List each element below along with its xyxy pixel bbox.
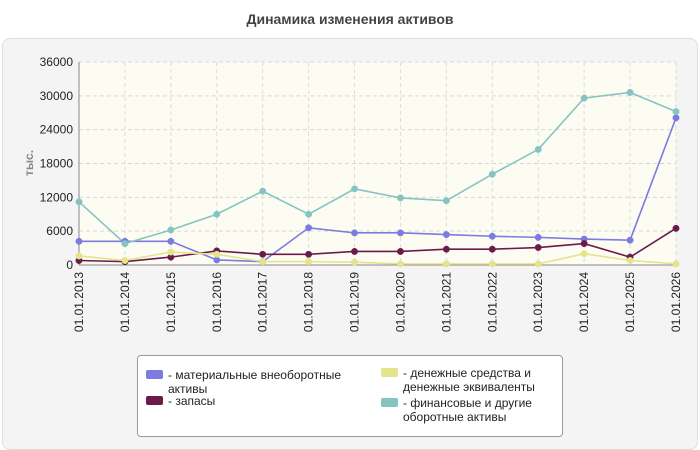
legend-swatch: [146, 370, 163, 379]
x-tick-label: 01.01.2022: [485, 272, 499, 332]
y-tick-label: 12000: [40, 190, 74, 204]
data-point: [121, 240, 129, 248]
data-point: [626, 236, 634, 244]
chart-title: Динамика изменения активов: [246, 11, 454, 27]
data-point: [167, 237, 175, 245]
data-point: [580, 240, 588, 248]
data-point: [259, 187, 267, 195]
data-point: [442, 260, 450, 268]
data-point: [534, 145, 542, 153]
data-point: [213, 210, 221, 218]
series-line: [78, 251, 677, 265]
legend-label: - финансовые и другие оборотные активы: [403, 396, 532, 424]
x-tick-label: 01.01.2013: [72, 272, 86, 332]
data-point: [580, 94, 588, 102]
data-point: [397, 260, 404, 268]
x-tick-label: 01.01.2021: [439, 272, 453, 332]
data-point: [442, 231, 450, 239]
series-line: [78, 91, 677, 245]
data-point: [167, 248, 175, 256]
data-point: [213, 250, 221, 258]
data-point: [672, 108, 680, 116]
y-axis-label: тыс.: [22, 150, 36, 176]
legend-label: - денежные средства и денежные эквивален…: [403, 366, 535, 394]
data-point: [305, 258, 313, 266]
data-point: [351, 258, 358, 266]
y-tick-label: 6000: [46, 224, 73, 238]
data-point: [397, 229, 404, 237]
data-point: [626, 257, 634, 264]
series-line: [78, 227, 677, 263]
data-point: [351, 248, 358, 255]
x-tick-label: 01.01.2018: [302, 272, 316, 332]
data-point: [534, 260, 542, 268]
x-tick-label: 01.01.2015: [164, 272, 178, 332]
y-tick-label: 30000: [40, 89, 74, 103]
x-tick-label: 01.01.2017: [256, 272, 270, 332]
chart-legend: - материальные внеоборотные активы - зап…: [137, 355, 563, 437]
x-tick-label: 01.01.2014: [118, 272, 132, 332]
data-point: [488, 260, 496, 268]
data-point: [397, 248, 404, 255]
data-point: [75, 252, 83, 260]
y-tick-label: 0: [66, 258, 73, 272]
legend-label: - материальные внеоборотные активы: [168, 368, 341, 396]
x-tick-label: 01.01.2020: [393, 272, 407, 332]
data-point: [75, 198, 83, 206]
y-tick-label: 18000: [40, 157, 74, 171]
x-tick-label: 01.01.2026: [669, 272, 683, 332]
data-point: [259, 250, 267, 258]
legend-swatch: [381, 398, 398, 407]
x-tick-label: 01.01.2016: [210, 272, 224, 332]
y-tick-label: 36000: [40, 55, 74, 69]
x-tick-label: 01.01.2019: [348, 272, 362, 332]
data-point: [672, 260, 680, 268]
data-point: [534, 233, 542, 241]
data-point: [305, 250, 313, 258]
data-point: [488, 245, 496, 253]
data-point: [305, 224, 313, 232]
legend-label: - запасы: [168, 394, 216, 408]
data-point: [442, 245, 450, 253]
data-point: [351, 229, 358, 237]
series-line: [79, 117, 677, 263]
y-tick-label: 24000: [40, 123, 74, 137]
data-point: [75, 237, 83, 245]
data-point: [167, 226, 175, 234]
x-tick-label: 01.01.2025: [623, 272, 637, 332]
data-point: [442, 197, 450, 205]
data-point: [672, 114, 680, 122]
data-point: [488, 170, 496, 178]
legend-swatch: [381, 368, 398, 377]
data-point: [259, 258, 267, 266]
data-point: [305, 210, 313, 218]
data-point: [121, 257, 129, 264]
legend-swatch: [146, 396, 163, 405]
x-tick-label: 01.01.2024: [577, 272, 591, 332]
data-point: [397, 194, 404, 202]
data-point: [488, 232, 496, 240]
x-tick-label: 01.01.2023: [531, 272, 545, 332]
data-point: [672, 224, 680, 232]
data-point: [351, 185, 358, 193]
data-point: [626, 89, 634, 96]
data-point: [580, 250, 588, 258]
data-point: [534, 244, 542, 251]
